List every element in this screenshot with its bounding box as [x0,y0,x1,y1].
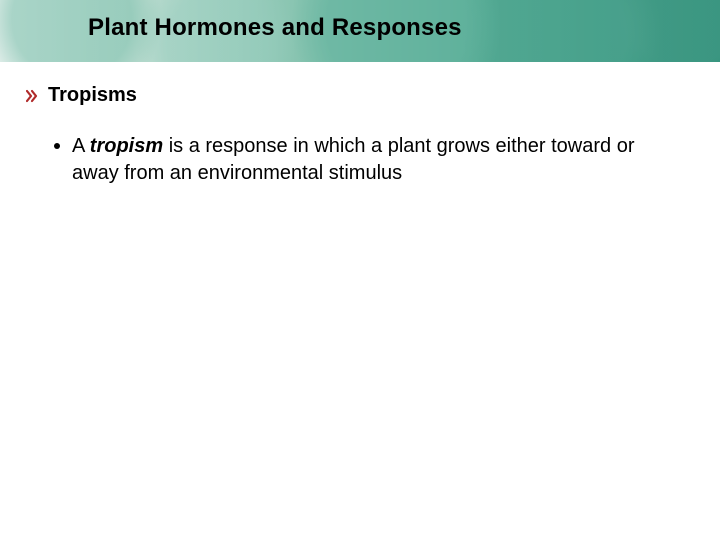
slide-title: Plant Hormones and Responses [88,14,462,42]
double-chevron-right-icon [26,89,40,103]
body-text: A tropism is a response in which a plant… [72,133,662,187]
bullet-disc-icon [54,143,60,149]
content-section: Tropisms A tropism is a response in whic… [26,84,694,187]
section-heading-row: Tropisms [26,84,694,107]
body-text-prefix: A [72,135,90,157]
list-item: A tropism is a response in which a plant… [54,133,694,187]
section-subtitle: Tropisms [48,84,137,107]
body-list: A tropism is a response in which a plant… [54,133,694,187]
body-text-term: tropism [90,135,163,157]
slide-header: Plant Hormones and Responses [0,0,720,62]
